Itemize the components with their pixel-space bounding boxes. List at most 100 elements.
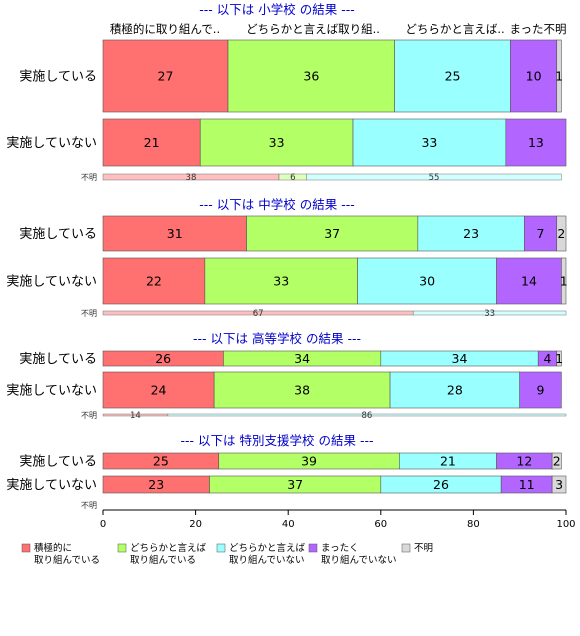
bar-segment (357, 257, 497, 305)
x-tick-label: 0 (100, 519, 106, 530)
column-header: どちらかと言えば取り組.. (246, 22, 380, 36)
bar-segment (394, 39, 511, 113)
data-label: 21 (440, 454, 456, 469)
x-tick-label: 60 (374, 519, 387, 530)
data-label: 33 (273, 274, 289, 289)
data-label: 27 (158, 69, 174, 84)
x-tick-label: 40 (282, 519, 295, 530)
legend-label: どちらかと言えば (130, 542, 207, 554)
x-tick-label: 20 (189, 519, 202, 530)
panel-title: --- 以下は 高等学校 の結果 --- (193, 331, 361, 346)
legend-swatch (21, 543, 31, 553)
data-label: 21 (144, 135, 160, 150)
column-header: 積極的に取り組んで.. (110, 22, 220, 36)
data-label: 34 (294, 351, 310, 366)
data-label: 12 (516, 454, 532, 469)
data-label: 13 (528, 135, 544, 150)
data-label: 25 (445, 69, 461, 84)
category-label: 実施していない (6, 274, 97, 290)
category-label-unknown: 不明 (81, 309, 97, 318)
category-label: 実施している (19, 454, 97, 470)
data-label: 7 (537, 226, 545, 241)
data-label: 14 (521, 274, 537, 289)
category-label-unknown: 不明 (81, 411, 97, 420)
category-label: 実施していない (6, 477, 97, 493)
data-label: 22 (146, 274, 162, 289)
unknown-bar-segment (412, 310, 567, 316)
bar-segment (227, 39, 395, 113)
bar-segment (551, 452, 562, 470)
category-label: 実施していない (6, 135, 97, 151)
category-label-unknown: 不明 (81, 173, 97, 182)
bar-segment (556, 215, 567, 252)
category-label-unknown: 不明 (81, 501, 97, 510)
data-label: 1 (555, 351, 563, 366)
legend-swatch (308, 543, 318, 553)
bar-segment (389, 371, 520, 409)
data-label: 24 (151, 383, 167, 398)
unknown-data-label: 86 (361, 411, 372, 421)
unknown-data-label: 14 (130, 411, 141, 421)
data-label: 31 (167, 226, 183, 241)
unknown-data-label: 67 (253, 309, 264, 319)
category-label: 実施していない (6, 383, 97, 399)
data-label: 23 (148, 477, 164, 492)
category-label: 実施している (19, 69, 97, 85)
bar-segment (524, 215, 558, 252)
legend-label: どちらかと言えば (229, 542, 306, 554)
bar-segment (102, 39, 229, 113)
bar-segment (519, 371, 562, 409)
panel-title: --- 以下は 小学校 の結果 --- (199, 2, 354, 17)
data-label: 1 (555, 69, 563, 84)
data-label: 33 (421, 135, 437, 150)
unknown-data-label: 38 (186, 173, 197, 183)
data-label: 30 (419, 274, 435, 289)
bar-segment (102, 118, 201, 167)
x-tick-label: 100 (556, 519, 575, 530)
category-label: 実施している (19, 351, 97, 367)
bar-segment (510, 39, 558, 113)
bar-segment (246, 215, 419, 252)
legend-label-line2: 取り組んでいない (229, 554, 305, 566)
panel-title: --- 以下は 特別支援学校 の結果 --- (181, 433, 374, 448)
legend-swatch (401, 543, 411, 553)
data-label: 34 (452, 351, 468, 366)
bar-segment (551, 475, 567, 494)
bar-segment (213, 371, 391, 409)
data-label: 26 (433, 477, 449, 492)
legend-swatch (216, 543, 226, 553)
data-label: 25 (153, 454, 169, 469)
unknown-data-label: 55 (429, 173, 440, 183)
data-label: 2 (557, 226, 565, 241)
bar-segment (417, 215, 525, 252)
legend-label-line2: 取り組んでいる (130, 554, 196, 566)
legend-label-line2: 取り組んでいる (34, 554, 100, 566)
data-label: 11 (519, 477, 535, 492)
bar-segment (102, 257, 206, 305)
data-label: 23 (463, 226, 479, 241)
legend-label: 不明 (414, 543, 433, 554)
data-label: 36 (303, 69, 319, 84)
unknown-bar-segment (167, 413, 567, 417)
column-header: まった不明 (509, 22, 566, 36)
bar-segment (199, 118, 354, 167)
legend-label: まったく (321, 543, 359, 554)
data-label: 37 (324, 226, 340, 241)
data-label: 4 (544, 351, 552, 366)
legend-label-line2: 取り組んでいない (321, 554, 397, 566)
data-label: 39 (301, 454, 317, 469)
category-label: 実施している (19, 226, 97, 242)
data-label: 37 (287, 477, 303, 492)
data-label: 10 (526, 69, 542, 84)
bar-segment (556, 350, 562, 367)
data-label: 38 (294, 383, 310, 398)
bar-segment (561, 257, 567, 305)
bar-segment (556, 39, 562, 113)
unknown-data-label: 6 (290, 173, 295, 183)
data-label: 33 (269, 135, 285, 150)
legend-swatch (117, 543, 127, 553)
panel-title: --- 以下は 中学校 の結果 --- (199, 197, 354, 212)
bar-segment (352, 118, 507, 167)
unknown-data-label: 33 (484, 309, 495, 319)
